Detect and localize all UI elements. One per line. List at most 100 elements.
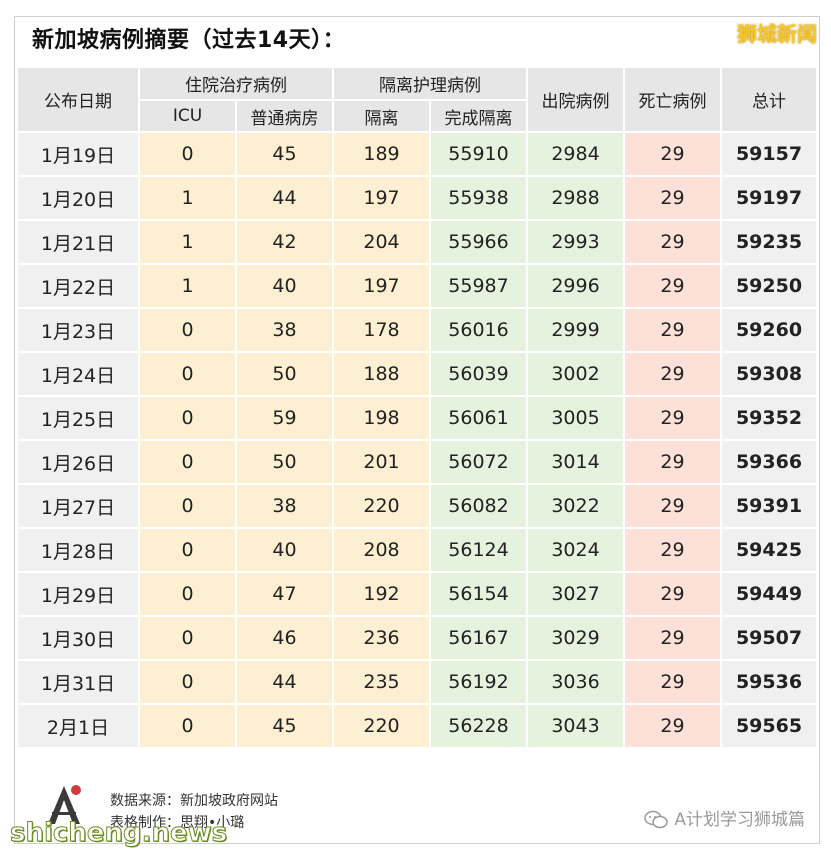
cell-icu: 0	[138, 571, 237, 617]
cell-discharged: 2996	[526, 263, 625, 309]
cell-date: 1月19日	[16, 131, 140, 177]
table-row: 1月20日 1 44 197 55938 2988 29 59197	[16, 175, 818, 221]
cell-total: 59197	[720, 175, 818, 221]
cell-completed: 56061	[429, 395, 528, 441]
wechat-account-tag: A计划学习狮城篇	[644, 805, 805, 830]
cell-deaths: 29	[623, 395, 722, 441]
cell-completed: 55966	[429, 219, 528, 265]
cell-isolation: 189	[332, 131, 431, 177]
cell-isolation: 192	[332, 571, 431, 617]
cell-deaths: 29	[623, 175, 722, 221]
cell-deaths: 29	[623, 527, 722, 573]
cell-deaths: 29	[623, 703, 722, 749]
cell-isolation: 197	[332, 175, 431, 221]
cell-date: 1月21日	[16, 219, 140, 265]
cell-total: 59449	[720, 571, 818, 617]
header-total: 总计	[720, 66, 818, 133]
cell-icu: 1	[138, 219, 237, 265]
cell-discharged: 2984	[526, 131, 625, 177]
table-row: 1月24日 0 50 188 56039 3002 29 59308	[16, 351, 818, 397]
cell-total: 59352	[720, 395, 818, 441]
table-row: 1月28日 0 40 208 56124 3024 29 59425	[16, 527, 818, 573]
cell-ward: 47	[235, 571, 334, 617]
cell-date: 1月28日	[16, 527, 140, 573]
header-icu: ICU	[138, 99, 237, 133]
cell-completed: 56072	[429, 439, 528, 485]
cell-isolation: 188	[332, 351, 431, 397]
table-row: 1月29日 0 47 192 56154 3027 29 59449	[16, 571, 818, 617]
cell-icu: 0	[138, 395, 237, 441]
cell-total: 59565	[720, 703, 818, 749]
source-note: 数据来源：新加坡政府网站	[110, 793, 278, 809]
header-ward: 普通病房	[235, 99, 334, 133]
cell-date: 1月22日	[16, 263, 140, 309]
cell-discharged: 3005	[526, 395, 625, 441]
page-title: 新加坡病例摘要（过去14天）：	[32, 28, 346, 53]
cell-isolation: 235	[332, 659, 431, 705]
cell-discharged: 3002	[526, 351, 625, 397]
cell-deaths: 29	[623, 307, 722, 353]
header-isolation: 隔离	[332, 99, 431, 133]
case-summary-table: 公布日期 住院治疗病例 隔离护理病例 出院病例 死亡病例 总计 ICU 普通病房…	[16, 66, 818, 749]
table-row: 1月31日 0 44 235 56192 3036 29 59536	[16, 659, 818, 705]
cell-ward: 44	[235, 175, 334, 221]
cell-deaths: 29	[623, 615, 722, 661]
cell-icu: 0	[138, 439, 237, 485]
cell-total: 59536	[720, 659, 818, 705]
cell-isolation: 220	[332, 703, 431, 749]
cell-icu: 0	[138, 483, 237, 529]
table-body: 1月19日 0 45 189 55910 2984 29 59157 1月20日 1 44 197 55…	[16, 131, 818, 749]
wechat-icon	[644, 810, 669, 829]
cell-completed: 56039	[429, 351, 528, 397]
a-plan-logo-icon	[48, 785, 81, 824]
cell-icu: 0	[138, 351, 237, 397]
cell-total: 59366	[720, 439, 818, 485]
maker-note: 表格制作：思翔•小璐	[110, 815, 245, 831]
cell-total: 59391	[720, 483, 818, 529]
cell-total: 59425	[720, 527, 818, 573]
cell-deaths: 29	[623, 263, 722, 309]
cell-deaths: 29	[623, 483, 722, 529]
cell-isolation: 220	[332, 483, 431, 529]
cell-completed: 56228	[429, 703, 528, 749]
cell-icu: 0	[138, 659, 237, 705]
cell-date: 1月20日	[16, 175, 140, 221]
footer-notes: 数据来源：新加坡政府网站 表格制作：思翔•小璐	[110, 790, 278, 834]
cell-completed: 56124	[429, 527, 528, 573]
cell-discharged: 3036	[526, 659, 625, 705]
table-row: 1月27日 0 38 220 56082 3022 29 59391	[16, 483, 818, 529]
cell-isolation: 197	[332, 263, 431, 309]
cell-ward: 42	[235, 219, 334, 265]
header-completed: 完成隔离	[429, 99, 528, 133]
cell-ward: 50	[235, 439, 334, 485]
cell-isolation: 236	[332, 615, 431, 661]
cell-total: 59507	[720, 615, 818, 661]
cell-icu: 0	[138, 703, 237, 749]
table-row: 1月22日 1 40 197 55987 2996 29 59250	[16, 263, 818, 309]
cell-ward: 44	[235, 659, 334, 705]
cell-completed: 55987	[429, 263, 528, 309]
cell-completed: 56167	[429, 615, 528, 661]
table-header-row: 公布日期 住院治疗病例 隔离护理病例 出院病例 死亡病例 总计	[16, 66, 818, 133]
cell-discharged: 2993	[526, 219, 625, 265]
cell-total: 59308	[720, 351, 818, 397]
cell-total: 59260	[720, 307, 818, 353]
cell-discharged: 2988	[526, 175, 625, 221]
brand-label: 狮城新闻	[737, 22, 817, 46]
cell-date: 1月25日	[16, 395, 140, 441]
cell-icu: 0	[138, 615, 237, 661]
cell-completed: 56154	[429, 571, 528, 617]
cell-ward: 46	[235, 615, 334, 661]
wechat-account-name: A计划学习狮城篇	[674, 810, 805, 830]
cell-isolation: 208	[332, 527, 431, 573]
cell-discharged: 3043	[526, 703, 625, 749]
table-row: 1月25日 0 59 198 56061 3005 29 59352	[16, 395, 818, 441]
cell-ward: 40	[235, 263, 334, 309]
cell-icu: 0	[138, 131, 237, 177]
header-isolation-group: 隔离护理病例	[332, 66, 528, 101]
cell-total: 59250	[720, 263, 818, 309]
cell-icu: 1	[138, 263, 237, 309]
cell-date: 1月23日	[16, 307, 140, 353]
header-discharged: 出院病例	[526, 66, 625, 133]
cell-completed: 55910	[429, 131, 528, 177]
